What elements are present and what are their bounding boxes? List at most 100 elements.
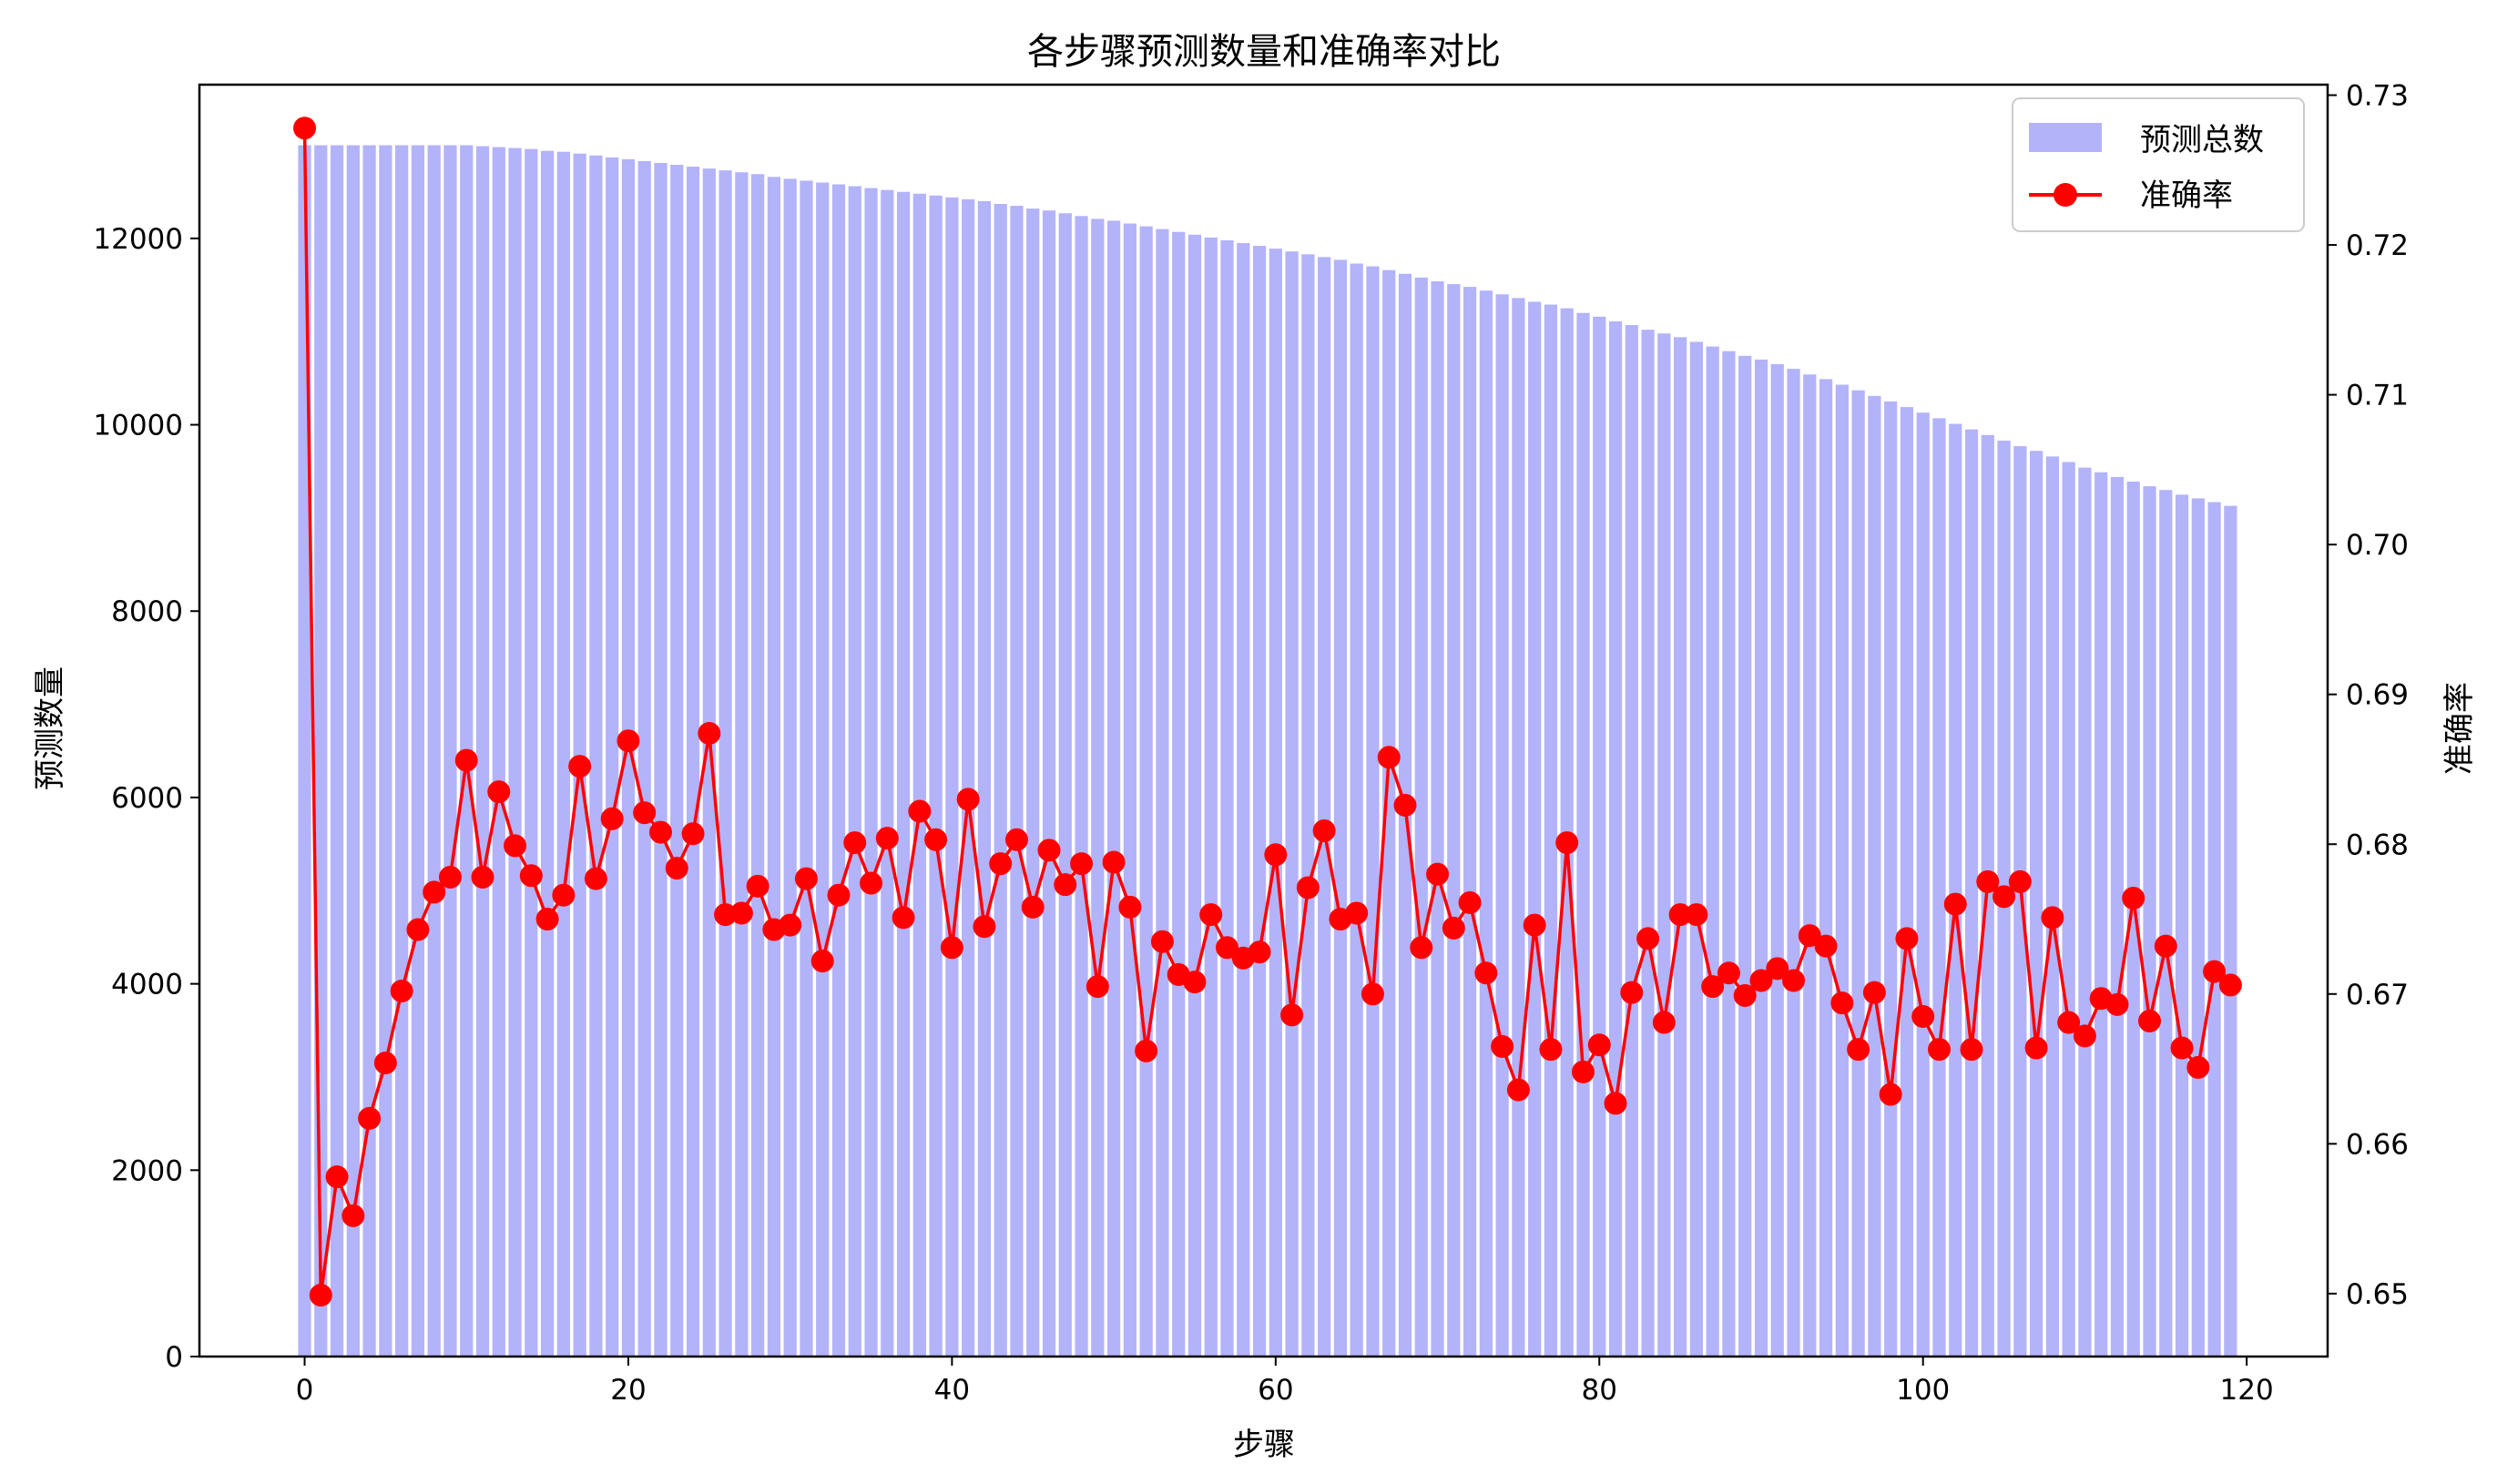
bar [1091,219,1105,1357]
accuracy-point [1135,1039,1158,1062]
bar [314,145,328,1357]
accuracy-point [1054,873,1077,897]
bar [1689,341,1704,1357]
accuracy-point [1037,839,1061,862]
bar [977,200,992,1357]
bar [670,165,684,1357]
accuracy-point [325,1165,349,1189]
accuracy-point [2008,869,2032,893]
accuracy-point [1701,975,1725,999]
bar [443,145,457,1357]
bar [637,160,651,1357]
bar [395,145,409,1357]
accuracy-point [1410,936,1433,960]
accuracy-point [1216,936,1239,960]
bar [1706,346,1719,1357]
bar [427,145,441,1357]
accuracy-point [843,831,867,855]
bar [1479,290,1493,1357]
bar [1657,333,1671,1357]
x-tick-label: 100 [1896,1374,1950,1407]
x-tick-label: 40 [934,1374,970,1407]
bar [2159,490,2173,1357]
bar [1625,325,1638,1357]
y-left-tick-label: 8000 [111,595,183,628]
bar [945,197,959,1357]
accuracy-point [1668,903,1692,927]
accuracy-point [2024,1036,2048,1060]
accuracy-point [1555,831,1579,855]
accuracy-point [1814,934,1838,958]
accuracy-point [892,906,915,930]
bar [1382,269,1396,1357]
accuracy-point [794,867,818,890]
bar [556,151,570,1357]
bar [1964,429,1979,1357]
accuracy-line [302,127,2232,1297]
bar [1220,239,1234,1357]
bar [1042,210,1056,1357]
accuracy-point [471,865,494,889]
legend-bar-label: 预测总数 [2140,122,2264,158]
accuracy-point [1102,850,1126,874]
accuracy-point [1620,981,1644,1004]
x-tick-label: 120 [2220,1374,2274,1407]
bar [1851,390,1865,1357]
accuracy-point [568,755,592,778]
bar [2013,446,2027,1357]
bar [621,158,636,1357]
bar [2175,494,2189,1357]
bar [1674,337,1687,1357]
accuracy-point [1993,885,2016,909]
accuracy-point [1976,869,2000,893]
accuracy-point [1636,927,1660,950]
accuracy-point [1717,961,1740,985]
legend-line-marker [2054,183,2077,207]
accuracy-point [1862,981,1886,1004]
accuracy-point [1085,975,1109,999]
axes-layer: 0 20 40 60 80 100 120 0 2000 4000 6000 8000 10000 120… [93,80,2409,1407]
bar [1026,208,1040,1357]
accuracy-point [1895,927,1919,950]
bar [1835,384,1849,1357]
accuracy-point [2041,906,2064,930]
bar [1949,423,1962,1357]
bar [1770,364,1784,1357]
bar [525,148,538,1357]
accuracy-point [908,799,932,823]
y-right-tick-label: 0.67 [2346,979,2409,1011]
accuracy-point [779,913,802,937]
accuracy-point [649,820,672,844]
bar [1819,379,1833,1357]
bar [1414,277,1428,1357]
bar [1900,407,1914,1357]
bar [1139,226,1153,1357]
accuracy-point [1118,895,1142,919]
accuracy-point [1782,969,1806,992]
accuracy-point [2154,934,2177,958]
accuracy-point [373,1051,397,1074]
bar [1916,412,1930,1357]
accuracy-point [1199,903,1223,927]
accuracy-point [1749,969,1773,992]
y-left-tick-label: 12000 [93,223,183,256]
bar [1787,369,1800,1357]
bar [994,204,1007,1357]
accuracy-point [358,1106,382,1130]
bar [1237,242,1250,1357]
accuracy-point [1474,961,1498,985]
legend-line-label: 准确率 [2140,178,2233,214]
y-right-tick-label: 0.73 [2346,80,2409,113]
accuracy-point [1264,843,1288,867]
accuracy-point [729,901,753,925]
bar [1722,351,1736,1357]
accuracy-point [2186,1055,2210,1079]
bar [330,145,344,1357]
bar [2030,451,2043,1357]
bar [1512,298,1525,1357]
bar [540,150,555,1357]
bar [719,170,732,1357]
accuracy-point [1377,746,1401,769]
bar [1187,234,1202,1357]
accuracy-point [827,883,851,907]
